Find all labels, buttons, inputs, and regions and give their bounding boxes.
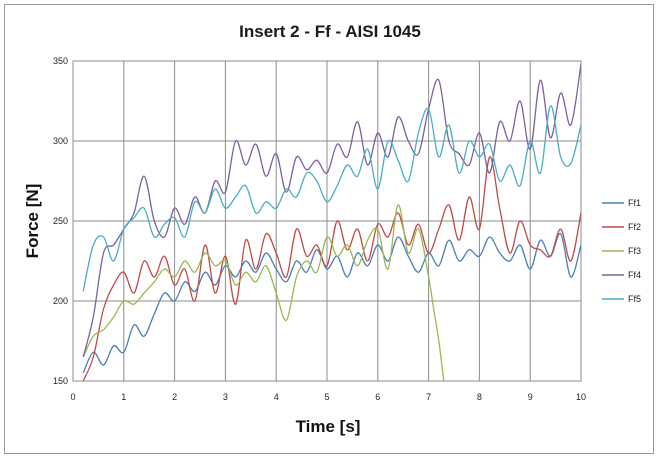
legend-label-ff3: Ff3 [628, 246, 641, 256]
x-tick-label: 2 [172, 392, 177, 402]
legend-label-ff4: Ff4 [628, 270, 641, 280]
y-axis-ticks: 150 200 250 300 350 [53, 56, 68, 386]
y-tick-label: 300 [53, 136, 68, 146]
y-axis-title: Force [N] [23, 184, 42, 259]
x-axis-ticks: 0 1 2 3 4 5 6 7 8 9 10 [70, 392, 586, 402]
x-tick-label: 5 [324, 392, 329, 402]
gridlines [72, 60, 582, 382]
y-tick-label: 250 [53, 216, 68, 226]
legend-label-ff5: Ff5 [628, 294, 641, 304]
x-tick-label: 7 [426, 392, 431, 402]
x-tick-label: 4 [274, 392, 279, 402]
series-line-ff5 [82, 105, 581, 292]
chart-title: Insert 2 - Ff - AISI 1045 [239, 22, 421, 41]
legend-label-ff2: Ff2 [628, 222, 641, 232]
series-line-ff4 [82, 64, 581, 358]
series-line-ff3 [82, 204, 445, 381]
y-tick-label: 200 [53, 296, 68, 306]
x-tick-label: 9 [528, 392, 533, 402]
series-layer [82, 64, 581, 381]
x-tick-label: 8 [477, 392, 482, 402]
legend-label-ff1: Ff1 [628, 198, 641, 208]
x-axis-title: Time [s] [296, 417, 361, 436]
y-tick-label: 350 [53, 56, 68, 66]
series-line-ff2 [82, 156, 581, 381]
x-tick-label: 10 [576, 392, 586, 402]
series-line-ff1 [82, 233, 581, 374]
x-tick-label: 1 [121, 392, 126, 402]
x-tick-label: 3 [223, 392, 228, 402]
x-tick-label: 0 [70, 392, 75, 402]
y-tick-label: 150 [53, 376, 68, 386]
legend: Ff1 Ff2 Ff3 Ff4 Ff5 [602, 198, 641, 304]
x-tick-label: 6 [375, 392, 380, 402]
